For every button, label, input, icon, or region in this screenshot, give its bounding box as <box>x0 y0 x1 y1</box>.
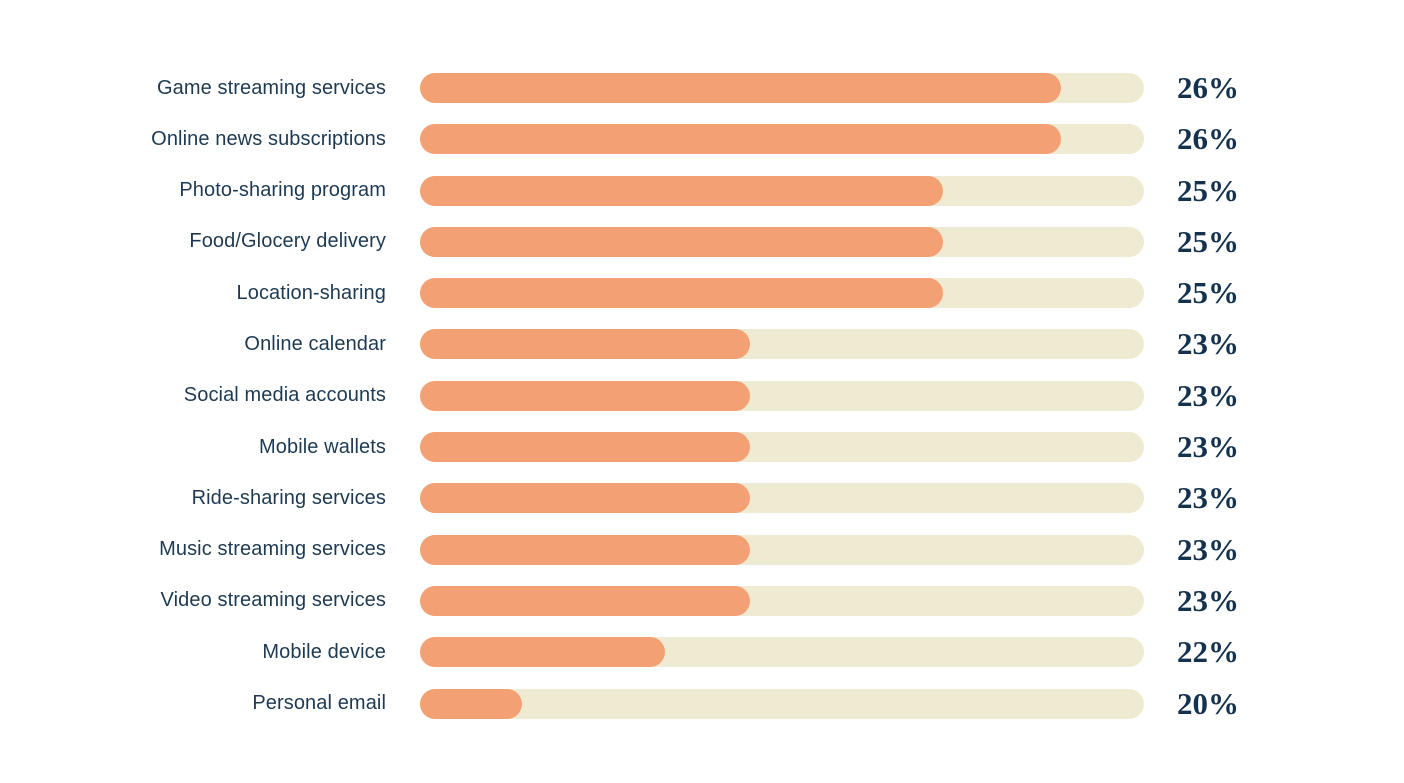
bar-track <box>420 73 1144 103</box>
bar-fill <box>420 226 943 257</box>
bar-track <box>420 585 1144 616</box>
value-label: 22% <box>1177 634 1239 670</box>
category-label: Ride-sharing services <box>191 486 386 509</box>
category-label: Mobile wallets <box>258 435 386 458</box>
bar-track <box>420 380 1144 411</box>
horizontal-bar-chart: Game streaming services 26% Online news … <box>0 70 1404 740</box>
bar-track <box>420 637 1144 668</box>
bar-track <box>420 226 1144 257</box>
value-label: 25% <box>1177 172 1239 208</box>
chart-row: Online news subscriptions 26% <box>0 121 1404 157</box>
bar-fill <box>420 637 666 668</box>
bar-fill <box>420 585 751 616</box>
value-label: 23% <box>1177 429 1239 465</box>
bar-track <box>420 483 1144 514</box>
value-label: 23% <box>1177 480 1239 516</box>
chart-row: Game streaming services 26% <box>0 70 1404 105</box>
bar-track <box>420 124 1144 155</box>
chart-row: Location-sharing 25% <box>0 275 1404 311</box>
value-label: 20% <box>1177 685 1239 721</box>
category-label: Photo-sharing program <box>179 179 386 202</box>
bar-fill <box>420 534 751 565</box>
bar-track <box>420 432 1144 463</box>
bar-track <box>420 278 1144 309</box>
category-label: Food/Glocery delivery <box>189 230 386 253</box>
chart-row: Social media accounts 23% <box>0 377 1404 413</box>
value-label: 23% <box>1177 377 1239 413</box>
value-label: 23% <box>1177 582 1239 618</box>
value-label: 23% <box>1177 531 1239 567</box>
value-label: 25% <box>1177 275 1239 311</box>
category-label: Game streaming services <box>156 76 386 99</box>
category-label: Music streaming services <box>159 538 386 561</box>
chart-row: Personal email 20% <box>0 685 1404 721</box>
bar-fill <box>420 175 943 206</box>
value-label: 25% <box>1177 223 1239 259</box>
category-label: Personal email <box>252 692 386 715</box>
chart-row: Food/Glocery delivery 25% <box>0 223 1404 259</box>
bar-fill <box>420 380 751 411</box>
bar-fill <box>420 688 523 719</box>
category-label: Online calendar <box>244 332 386 355</box>
bar-track <box>420 329 1144 360</box>
bar-track <box>420 688 1144 719</box>
value-label: 26% <box>1177 121 1239 157</box>
bar-fill <box>420 73 1061 103</box>
bar-fill <box>420 432 751 463</box>
category-label: Social media accounts <box>183 384 386 407</box>
bar-fill <box>420 329 751 360</box>
bar-fill <box>420 278 943 309</box>
category-label: Video streaming services <box>160 589 386 612</box>
bar-track <box>420 175 1144 206</box>
chart-row: Ride-sharing services 23% <box>0 480 1404 516</box>
bar-fill <box>420 124 1061 155</box>
category-label: Location-sharing <box>236 281 386 304</box>
chart-row: Online calendar 23% <box>0 326 1404 362</box>
chart-row: Video streaming services 23% <box>0 582 1404 618</box>
chart-row: Mobile wallets 23% <box>0 429 1404 465</box>
chart-rows: Game streaming services 26% Online news … <box>0 70 1404 721</box>
bar-track <box>420 534 1144 565</box>
chart-row: Photo-sharing program 25% <box>0 172 1404 208</box>
category-label: Online news subscriptions <box>151 127 386 150</box>
value-label: 23% <box>1177 326 1239 362</box>
bar-fill <box>420 483 751 514</box>
value-label: 26% <box>1177 70 1239 105</box>
category-label: Mobile device <box>262 640 386 663</box>
chart-row: Music streaming services 23% <box>0 531 1404 567</box>
chart-row: Mobile device 22% <box>0 634 1404 670</box>
